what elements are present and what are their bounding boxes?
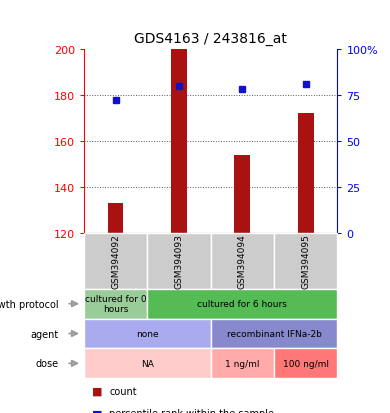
Text: cultured for 6 hours: cultured for 6 hours [197, 299, 287, 309]
Text: ■: ■ [92, 408, 102, 413]
Text: GSM394095: GSM394095 [301, 234, 310, 289]
Bar [298, 114, 314, 233]
Bar [108, 204, 124, 233]
Text: GSM394092: GSM394092 [111, 234, 120, 289]
Text: cultured for 0
hours: cultured for 0 hours [85, 294, 146, 313]
Text: ■: ■ [92, 386, 102, 396]
Text: percentile rank within the sample: percentile rank within the sample [109, 408, 274, 413]
Text: none: none [136, 329, 159, 338]
Bar [234, 155, 250, 233]
Text: recombinant IFNa-2b: recombinant IFNa-2b [227, 329, 321, 338]
Text: NA: NA [141, 359, 154, 368]
Text: growth protocol: growth protocol [0, 299, 58, 309]
Text: GSM394093: GSM394093 [174, 234, 183, 289]
Title: GDS4163 / 243816_at: GDS4163 / 243816_at [134, 32, 287, 46]
Text: GSM394094: GSM394094 [238, 234, 247, 289]
Text: count: count [109, 386, 137, 396]
Text: agent: agent [30, 329, 58, 339]
Bar [171, 50, 187, 233]
Text: dose: dose [35, 358, 58, 368]
Text: 100 ng/ml: 100 ng/ml [283, 359, 329, 368]
Text: 1 ng/ml: 1 ng/ml [225, 359, 259, 368]
